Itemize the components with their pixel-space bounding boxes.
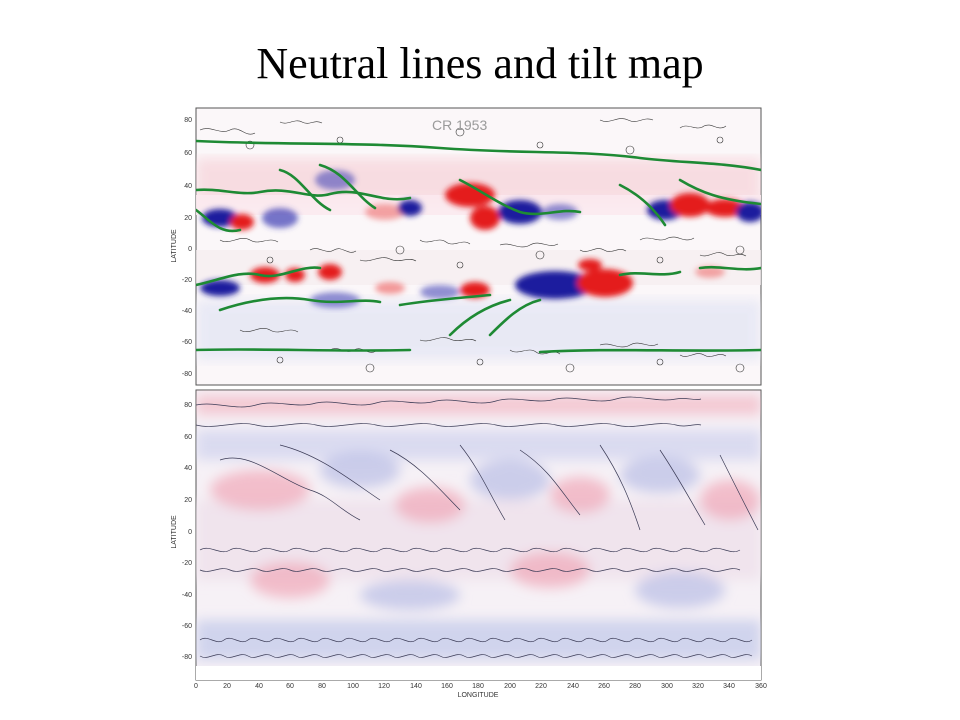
xtick-label: 260 [598,683,610,690]
active-regions-south [200,259,725,308]
magnetogram-figure: CR 1953 LATITUDE 80 60 40 20 0 -20 -40 -… [171,107,767,699]
top-ytick-label: 60 [184,150,192,157]
top-ytick-label: -40 [182,308,192,315]
top-ytick-label: -20 [182,277,192,284]
tilt-contours [196,396,759,658]
bottom-y-axis-label: LATITUDE [171,515,178,549]
xtick-label: 100 [347,683,359,690]
bottom-ytick-label: -40 [182,592,192,599]
bottom-panel: LATITUDE 80 60 40 20 0 -20 -40 -60 -80 [171,389,762,681]
xtick-label: 360 [755,683,767,690]
bottom-ytick-label: 20 [184,497,192,504]
xtick-label: 180 [472,683,484,690]
top-ytick-label: 40 [184,183,192,190]
xtick-label: 320 [692,683,704,690]
top-ytick-label: 0 [188,246,192,253]
xtick-label: 160 [441,683,453,690]
x-axis-label: LONGITUDE [458,692,499,699]
xtick-label: 280 [629,683,641,690]
xtick-label: 80 [318,683,326,690]
top-y-tick-labels: 80 60 40 20 0 -20 -40 -60 -80 [182,117,192,378]
xtick-label: 60 [286,683,294,690]
x-tick-labels: 0 20 40 60 80 100 120 140 160 180 200 22… [194,683,767,690]
neutral-lines [196,139,761,354]
top-ytick-label: 20 [184,215,192,222]
xtick-label: 240 [567,683,579,690]
xtick-label: 220 [535,683,547,690]
xtick-label: 340 [723,683,735,690]
magnetic-contours [199,118,747,373]
tilt-field [196,395,761,660]
xtick-label: 140 [410,683,422,690]
xtick-label: 200 [504,683,516,690]
xtick-label: 20 [223,683,231,690]
bottom-ytick-label: -80 [182,654,192,661]
bottom-ytick-label: 60 [184,434,192,441]
top-ytick-label: -60 [182,339,192,346]
slide-title: Neutral lines and tilt map [256,39,704,88]
top-y-axis-label: LATITUDE [171,229,178,263]
active-regions-north [202,170,761,230]
top-ytick-label: 80 [184,117,192,124]
xtick-label: 120 [378,683,390,690]
bottom-ytick-label: 40 [184,465,192,472]
bottom-y-tick-labels: 80 60 40 20 0 -20 -40 -60 -80 [182,402,192,661]
bottom-ytick-label: 80 [184,402,192,409]
top-ytick-label: -80 [182,371,192,378]
top-panel: CR 1953 LATITUDE 80 60 40 20 0 -20 -40 -… [171,107,762,386]
pale-band-equator [196,250,761,285]
xtick-label: 0 [194,683,198,690]
bottom-blank-strip [196,666,761,680]
bottom-ytick-label: -20 [182,560,192,567]
top-panel-label: CR 1953 [432,117,487,133]
bottom-ytick-label: -60 [182,623,192,630]
bottom-ytick-label: 0 [188,529,192,536]
xtick-label: 40 [255,683,263,690]
xtick-label: 300 [661,683,673,690]
